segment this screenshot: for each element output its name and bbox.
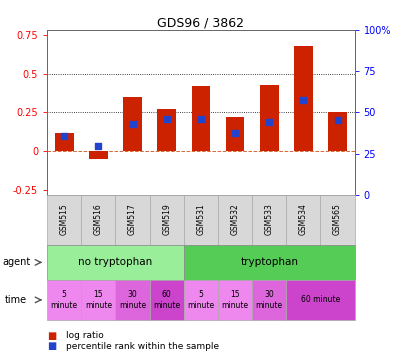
Text: GSM533: GSM533 bbox=[264, 203, 273, 236]
Text: ■: ■ bbox=[47, 341, 56, 351]
Bar bbox=[183, 245, 354, 280]
Text: 15
minute: 15 minute bbox=[221, 290, 248, 310]
Bar bbox=[149, 195, 183, 245]
Text: agent: agent bbox=[2, 257, 30, 267]
Text: ■: ■ bbox=[47, 331, 56, 341]
Text: no tryptophan: no tryptophan bbox=[78, 257, 152, 267]
Bar bbox=[225, 117, 244, 151]
Text: GSM565: GSM565 bbox=[332, 203, 341, 236]
Text: 60 minute: 60 minute bbox=[300, 295, 339, 305]
Text: 60
minute: 60 minute bbox=[153, 290, 180, 310]
Point bbox=[265, 120, 272, 125]
Title: GDS96 / 3862: GDS96 / 3862 bbox=[157, 16, 244, 29]
Bar bbox=[81, 280, 115, 320]
Bar bbox=[320, 195, 354, 245]
Bar bbox=[47, 195, 81, 245]
Text: GSM517: GSM517 bbox=[128, 204, 137, 235]
Text: GSM515: GSM515 bbox=[60, 204, 69, 235]
Text: percentile rank within the sample: percentile rank within the sample bbox=[65, 342, 218, 351]
Bar bbox=[89, 151, 108, 159]
Bar bbox=[183, 280, 218, 320]
Text: tryptophan: tryptophan bbox=[240, 257, 297, 267]
Bar bbox=[191, 86, 210, 151]
Bar bbox=[183, 195, 218, 245]
Point bbox=[231, 130, 238, 136]
Text: 30
minute: 30 minute bbox=[255, 290, 282, 310]
Point bbox=[61, 134, 67, 139]
Bar bbox=[157, 109, 176, 151]
Text: 15
minute: 15 minute bbox=[85, 290, 112, 310]
Point bbox=[129, 121, 135, 127]
Bar bbox=[285, 195, 320, 245]
Bar bbox=[293, 46, 312, 151]
Text: GSM516: GSM516 bbox=[94, 204, 103, 235]
Bar bbox=[115, 195, 149, 245]
Point bbox=[197, 116, 204, 122]
Text: 5
minute: 5 minute bbox=[51, 290, 78, 310]
Bar bbox=[47, 245, 183, 280]
Bar bbox=[115, 280, 149, 320]
Text: 5
minute: 5 minute bbox=[187, 290, 214, 310]
Bar bbox=[327, 112, 346, 151]
Bar bbox=[55, 132, 74, 151]
Text: GSM519: GSM519 bbox=[162, 204, 171, 235]
Text: log ratio: log ratio bbox=[65, 331, 103, 340]
Bar bbox=[259, 85, 278, 151]
Bar bbox=[123, 97, 142, 151]
Point bbox=[163, 116, 170, 122]
Text: 30
minute: 30 minute bbox=[119, 290, 146, 310]
Bar bbox=[252, 280, 285, 320]
Point bbox=[299, 97, 306, 103]
Bar bbox=[81, 195, 115, 245]
Bar bbox=[252, 195, 285, 245]
Bar bbox=[218, 280, 252, 320]
Bar bbox=[47, 280, 81, 320]
Text: time: time bbox=[5, 295, 27, 305]
Text: GSM531: GSM531 bbox=[196, 204, 205, 235]
Bar bbox=[285, 280, 354, 320]
Text: GSM534: GSM534 bbox=[298, 203, 307, 236]
Bar bbox=[218, 195, 252, 245]
Text: GSM532: GSM532 bbox=[230, 204, 239, 235]
Point bbox=[333, 117, 340, 123]
Point bbox=[95, 143, 101, 149]
Bar bbox=[149, 280, 183, 320]
